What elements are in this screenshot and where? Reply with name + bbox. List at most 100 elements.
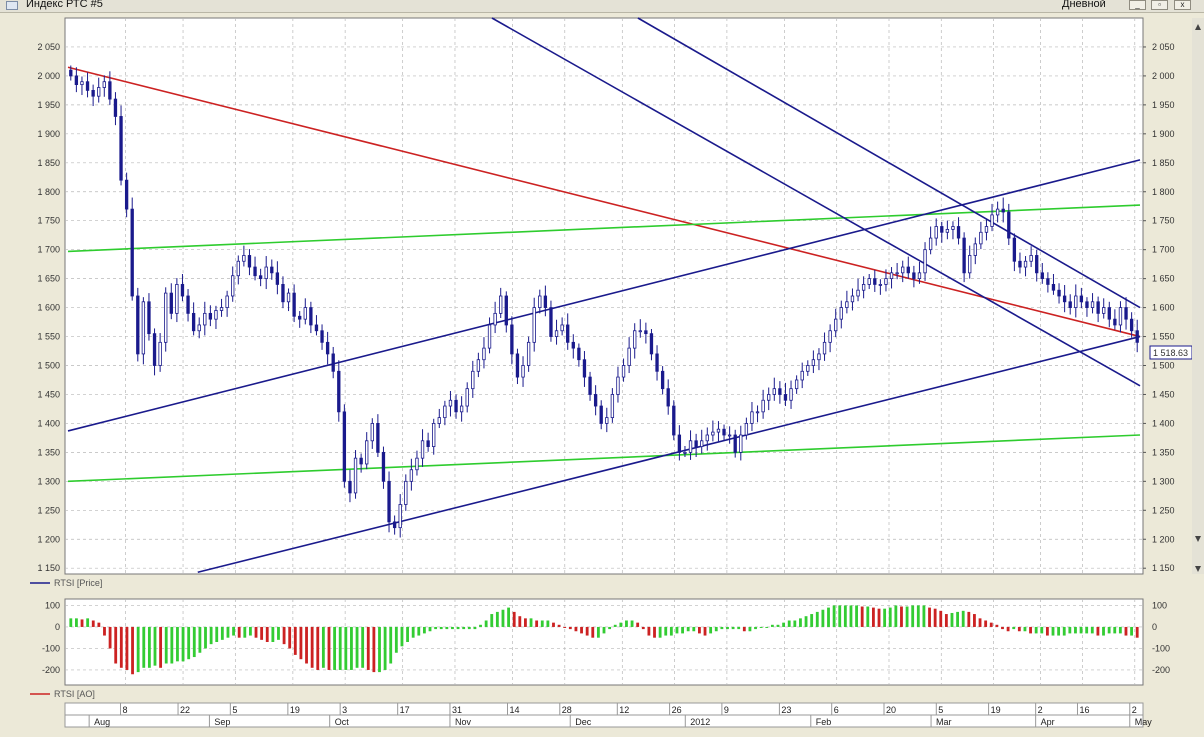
candle-body xyxy=(314,324,319,332)
ao-y-tick-right: -200 xyxy=(1152,665,1170,675)
candle xyxy=(593,385,598,416)
last-value-label: 1 518.63 xyxy=(1153,348,1188,358)
price-y-tick-right: 1 200 xyxy=(1152,534,1175,544)
x-day-label: 20 xyxy=(886,705,896,715)
candle-body xyxy=(1102,307,1106,314)
title-bar: Индекс РТС #5 Дневной _ ▫ x xyxy=(0,0,1204,13)
x-day-label: 6 xyxy=(834,705,839,715)
candle-body xyxy=(108,81,112,100)
price-y-tick-right: 1 950 xyxy=(1152,100,1175,110)
price-y-tick: 1 300 xyxy=(37,476,60,486)
x-month-label: 2012 xyxy=(690,717,710,727)
candle xyxy=(566,313,570,350)
ao-bar xyxy=(91,620,95,627)
time-axis-days-row xyxy=(64,702,1144,716)
candle-body xyxy=(208,312,213,320)
ao-bar xyxy=(75,618,78,627)
x-month-label: Mar xyxy=(936,717,952,727)
candle xyxy=(158,333,162,372)
close-icon[interactable]: x xyxy=(1174,0,1191,10)
candle xyxy=(683,446,687,458)
candle-body xyxy=(113,98,118,117)
candle xyxy=(906,256,910,279)
ao-bar xyxy=(69,618,73,627)
candle-body xyxy=(672,405,676,436)
candle xyxy=(901,260,905,283)
candle xyxy=(365,432,369,470)
candle xyxy=(677,425,682,461)
candle-body xyxy=(610,394,615,419)
scrollbar[interactable] xyxy=(1192,18,1204,574)
ao-bar xyxy=(1051,626,1055,636)
candle-body xyxy=(599,405,603,424)
ao-bar xyxy=(686,626,690,632)
candle xyxy=(688,430,693,460)
ao-bar xyxy=(512,611,516,627)
candle-body xyxy=(1107,307,1111,320)
scroll-up-icon[interactable] xyxy=(1195,24,1201,30)
scroll-bottom-icon[interactable] xyxy=(1195,566,1201,572)
candle-body xyxy=(711,431,715,436)
candle xyxy=(610,388,615,423)
candle-body xyxy=(303,307,307,320)
candle-body xyxy=(1007,211,1011,239)
ao-bar xyxy=(737,626,741,630)
candle-body xyxy=(169,292,173,314)
candle-body xyxy=(744,423,749,436)
ao-bar xyxy=(765,626,769,628)
candle-body xyxy=(722,428,726,436)
candle-body xyxy=(822,341,827,355)
candle-body xyxy=(526,341,531,366)
candle-body xyxy=(683,451,687,454)
ao-bar xyxy=(400,626,404,647)
minimize-icon[interactable]: _ xyxy=(1129,0,1146,10)
ao-bar xyxy=(316,626,320,670)
candle xyxy=(1118,301,1123,333)
candle-body xyxy=(342,411,347,482)
candle xyxy=(694,433,698,458)
candle xyxy=(1102,298,1106,319)
candle xyxy=(69,65,73,81)
candle-body xyxy=(973,243,977,256)
candle-body xyxy=(247,255,252,268)
candle xyxy=(554,319,559,345)
candle xyxy=(370,418,374,449)
candle xyxy=(1018,252,1022,274)
candle-body xyxy=(940,226,944,233)
candle xyxy=(74,67,79,93)
ao-bar xyxy=(742,626,746,632)
ao-bar xyxy=(1023,626,1027,632)
ao-bar xyxy=(995,624,999,627)
candle xyxy=(1124,297,1128,330)
scroll-down-icon[interactable] xyxy=(1195,536,1201,542)
price-y-tick: 1 550 xyxy=(37,332,60,342)
candle xyxy=(1035,249,1039,282)
price-y-tick: 1 900 xyxy=(37,129,60,139)
restore-icon[interactable]: ▫ xyxy=(1151,0,1168,10)
scroll-track[interactable] xyxy=(1192,18,1204,574)
candle-body xyxy=(515,353,520,378)
ao-bar xyxy=(131,626,134,675)
candle xyxy=(1057,283,1061,304)
candle-body xyxy=(97,87,101,97)
candle-body xyxy=(203,312,207,326)
candle-body xyxy=(1068,301,1072,308)
ao-bar xyxy=(1113,626,1117,634)
price-y-tick: 1 450 xyxy=(37,389,60,399)
ao-bars xyxy=(69,605,1139,675)
candle-body xyxy=(817,353,821,361)
candle-body xyxy=(147,301,151,335)
candle-body xyxy=(504,295,508,326)
candle-body xyxy=(1124,307,1128,320)
ao-y-tick-right: -100 xyxy=(1152,643,1170,653)
x-month-label: Apr xyxy=(1041,717,1055,727)
period-label[interactable]: Дневной xyxy=(1062,0,1106,10)
candle-body xyxy=(365,440,369,465)
candle-body xyxy=(644,330,648,335)
ao-bar xyxy=(726,626,729,630)
candle xyxy=(353,450,358,499)
candle-body xyxy=(1135,330,1139,343)
price-y-tick-right: 1 150 xyxy=(1152,563,1175,573)
ao-bar xyxy=(552,622,555,627)
candle xyxy=(722,424,726,441)
